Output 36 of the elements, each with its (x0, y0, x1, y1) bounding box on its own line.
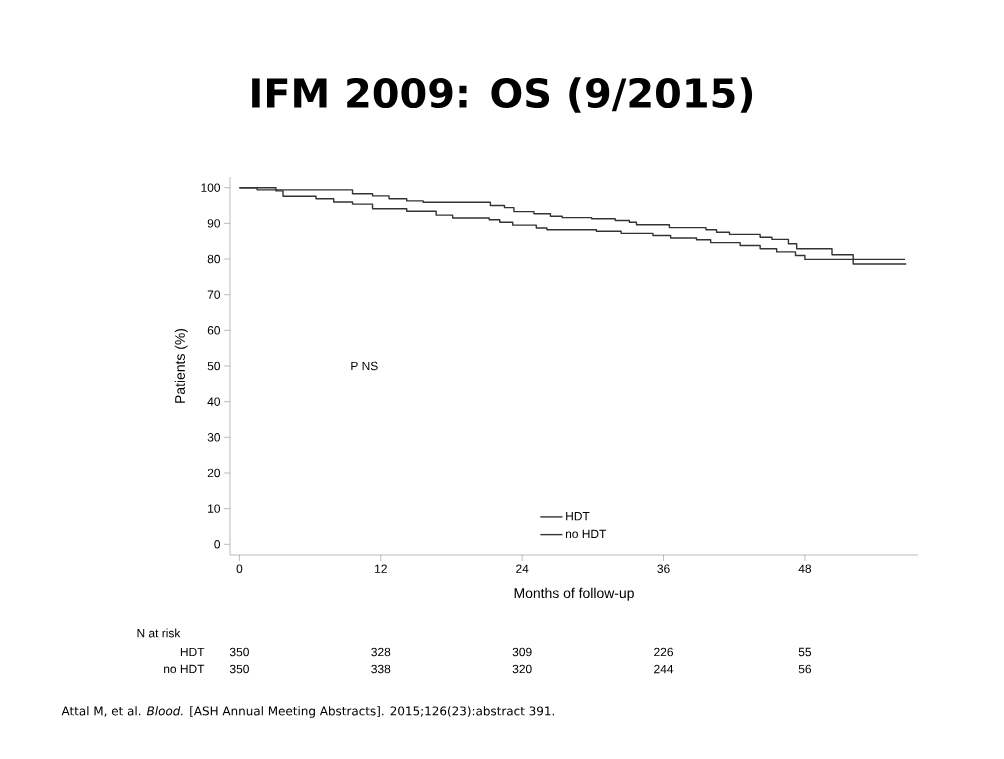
legend-label: HDT (566, 512, 590, 521)
legend-label: no HDT (565, 529, 607, 539)
x-tick-label: 0 (236, 564, 243, 573)
text: 56 (798, 664, 812, 674)
text: N at risk (137, 628, 181, 638)
text: 320 (512, 664, 532, 674)
text: 328 (371, 647, 391, 657)
x-tick-label: 12 (375, 564, 387, 573)
y-tick-label: 70 (207, 290, 221, 299)
y-tick-label: 60 (207, 326, 221, 335)
y-tick-label: 40 (207, 397, 221, 406)
y-tick-label: 30 (207, 433, 221, 442)
y-tick-label: 20 (207, 468, 221, 478)
x-tick-label: 36 (657, 564, 670, 573)
text: no HDT (164, 664, 205, 674)
x-axis-title: Months of follow-up (514, 587, 634, 601)
text: 309 (512, 647, 532, 657)
text: HDT (180, 647, 205, 657)
y-tick-label: 90 (207, 219, 221, 228)
text: Attal M, et al. Blood. [ASH Annual Meeting Abstracts]. 2015;126(23):abstract 391. (61, 706, 555, 718)
text: 350 (229, 647, 249, 657)
text: 338 (371, 664, 391, 674)
y-tick-label: 50 (207, 361, 221, 371)
y-axis-title: Patients (%) (174, 328, 188, 403)
y-tick-label: 100 (201, 183, 221, 192)
text: 244 (654, 664, 674, 674)
text: 226 (654, 647, 673, 657)
text: 55 (798, 647, 812, 657)
x-tick-label: 24 (516, 564, 529, 573)
x-tick-label: 48 (798, 564, 812, 573)
text: 350 (229, 664, 249, 674)
y-tick-label: 10 (208, 504, 221, 513)
y-tick-label: 0 (214, 540, 221, 549)
chart-title: IFM 2009: OS (9/2015) (252, 77, 753, 113)
y-tick-label: 80 (207, 254, 221, 264)
annotation: P NS (351, 361, 378, 371)
